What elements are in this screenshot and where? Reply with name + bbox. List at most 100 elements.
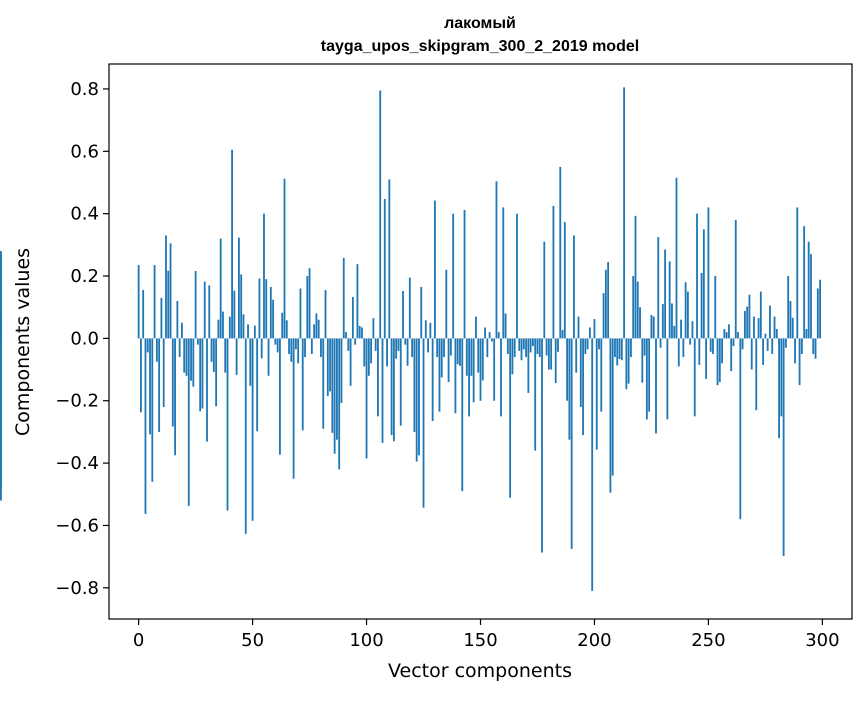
bar bbox=[165, 235, 167, 339]
bar bbox=[591, 338, 594, 591]
bar bbox=[174, 338, 176, 456]
bar bbox=[625, 338, 628, 390]
bar bbox=[338, 338, 341, 470]
bar bbox=[620, 338, 623, 361]
bar bbox=[775, 329, 778, 339]
y-tick-label: −0.8 bbox=[55, 578, 99, 599]
bar bbox=[789, 300, 792, 339]
bar bbox=[279, 338, 281, 455]
bar bbox=[149, 338, 151, 435]
bar bbox=[557, 338, 559, 352]
bar bbox=[525, 338, 527, 358]
bar bbox=[686, 291, 689, 339]
bar bbox=[666, 338, 669, 420]
bar bbox=[522, 338, 525, 350]
bar bbox=[755, 338, 758, 411]
bar bbox=[402, 290, 404, 339]
bar bbox=[682, 338, 685, 358]
bar bbox=[502, 207, 505, 339]
bar bbox=[543, 241, 546, 339]
bar bbox=[712, 338, 714, 354]
bar bbox=[759, 291, 762, 339]
bar bbox=[805, 329, 808, 339]
bar bbox=[632, 276, 635, 339]
bar bbox=[388, 179, 391, 339]
bar bbox=[673, 325, 676, 339]
bar bbox=[741, 338, 744, 350]
bar bbox=[721, 338, 723, 364]
y-tick-label: 0.0 bbox=[70, 328, 99, 349]
bar bbox=[210, 338, 213, 362]
bar bbox=[142, 290, 145, 339]
bar bbox=[734, 219, 737, 339]
bar bbox=[716, 338, 719, 386]
bar bbox=[643, 338, 646, 356]
bar bbox=[267, 338, 270, 376]
bar bbox=[333, 338, 336, 454]
plot-frame bbox=[108, 63, 853, 620]
bar bbox=[192, 338, 195, 387]
bar bbox=[766, 338, 769, 351]
bar bbox=[634, 215, 637, 339]
bar bbox=[787, 276, 790, 339]
bar bbox=[242, 314, 245, 339]
bar bbox=[561, 329, 564, 339]
bar bbox=[532, 338, 534, 347]
bar bbox=[488, 332, 491, 339]
bar bbox=[418, 338, 420, 456]
bar bbox=[810, 254, 812, 339]
bar bbox=[659, 338, 662, 348]
bar bbox=[233, 290, 236, 339]
bar bbox=[454, 338, 457, 414]
bar bbox=[705, 338, 708, 379]
bar bbox=[411, 338, 414, 358]
bar bbox=[784, 338, 787, 348]
bar bbox=[680, 319, 682, 339]
bar bbox=[427, 338, 429, 353]
bar bbox=[477, 338, 480, 373]
bar bbox=[238, 237, 240, 339]
bar bbox=[459, 338, 461, 366]
bar bbox=[693, 338, 696, 417]
bar bbox=[481, 338, 484, 381]
bar bbox=[778, 338, 780, 439]
bar bbox=[351, 296, 354, 339]
bar bbox=[677, 338, 680, 367]
x-axis-label: Vector components bbox=[388, 660, 572, 682]
bar bbox=[538, 338, 541, 358]
bar bbox=[748, 294, 751, 339]
bar bbox=[604, 269, 607, 339]
bar bbox=[657, 237, 660, 339]
bar bbox=[301, 338, 304, 431]
bar bbox=[513, 338, 516, 358]
bar bbox=[500, 338, 502, 417]
bar bbox=[167, 270, 170, 339]
bar bbox=[406, 338, 409, 366]
bar bbox=[468, 338, 471, 417]
bar bbox=[356, 264, 359, 339]
bar bbox=[714, 276, 717, 339]
bar bbox=[222, 311, 224, 339]
bar bbox=[611, 338, 614, 476]
bar bbox=[413, 338, 416, 432]
bar bbox=[322, 338, 325, 429]
bar bbox=[169, 243, 172, 339]
bar bbox=[769, 305, 771, 339]
y-tick-label: 0.6 bbox=[70, 141, 99, 162]
bar bbox=[190, 338, 192, 381]
bar bbox=[158, 338, 161, 432]
bar bbox=[554, 338, 557, 383]
bar bbox=[140, 338, 142, 413]
bar bbox=[390, 338, 393, 436]
bar bbox=[365, 338, 368, 459]
bar bbox=[800, 338, 803, 354]
bar bbox=[272, 299, 275, 339]
bar bbox=[361, 327, 363, 339]
bar bbox=[306, 276, 309, 339]
bar bbox=[386, 338, 388, 367]
x-tick-label: 200 bbox=[577, 630, 611, 651]
x-tick-label: 0 bbox=[133, 630, 144, 651]
bar bbox=[392, 338, 395, 442]
bar bbox=[397, 338, 400, 351]
